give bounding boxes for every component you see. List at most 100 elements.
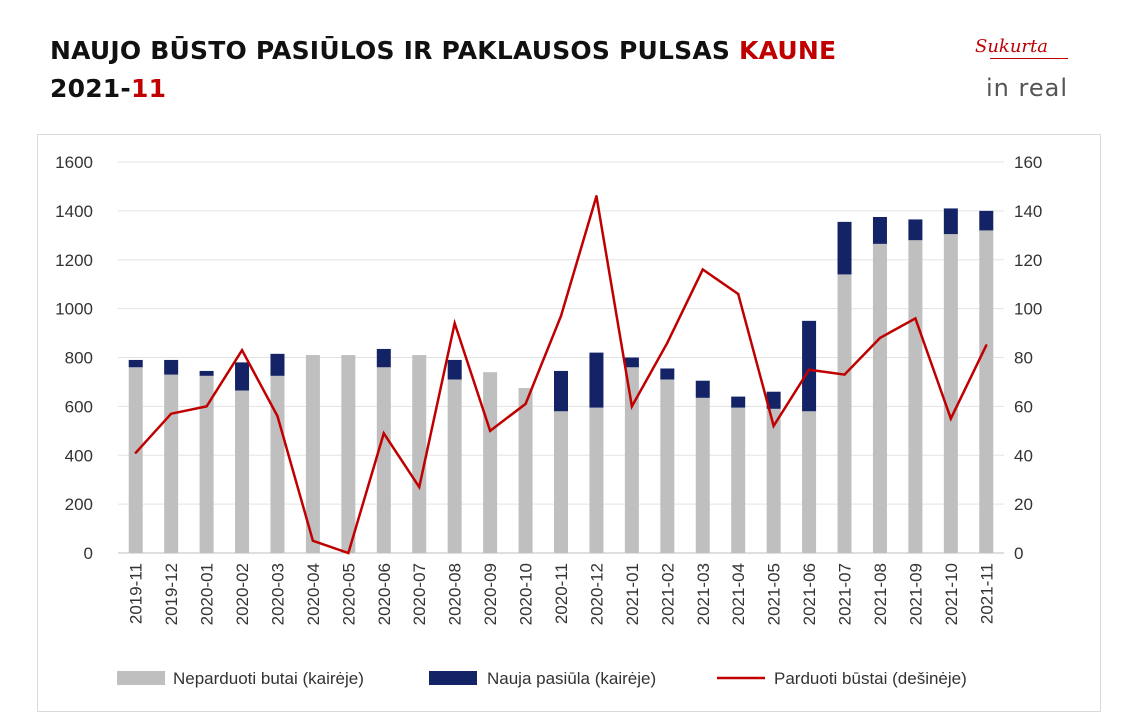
y-right-tick-140: 140 <box>1014 202 1042 221</box>
x-tick-2021-08: 2021-08 <box>871 563 890 625</box>
y-left-tick-200: 200 <box>65 495 93 514</box>
bar-unsold-2020-02 <box>235 390 250 553</box>
bar-new-supply-2021-08 <box>872 216 887 244</box>
logo-script: Sukurta <box>975 36 1048 57</box>
bar-new-supply-2019-12 <box>164 359 179 375</box>
point-sold-2021-01 <box>630 405 634 408</box>
y-right-tick-0: 0 <box>1014 544 1023 563</box>
logo-divider <box>990 58 1068 59</box>
x-tick-2021-09: 2021-09 <box>906 563 925 625</box>
bar-unsold-2021-04 <box>731 407 746 553</box>
bar-unsold-2020-12 <box>589 407 604 553</box>
bar-unsold-2019-12 <box>164 374 179 553</box>
point-sold-2021-03 <box>701 268 704 271</box>
bar-unsold-2020-08 <box>447 379 462 553</box>
y-right-tick-60: 60 <box>1014 397 1033 416</box>
point-sold-2021-06 <box>807 368 811 371</box>
point-sold-2020-08 <box>453 322 456 325</box>
chart-title: NAUJO BŪSTO PASIŪLOS IR PAKLAUSOS PULSAS… <box>50 32 836 70</box>
point-sold-2020-01 <box>205 405 208 408</box>
point-sold-2020-09 <box>488 429 492 433</box>
bar-unsold-2020-11 <box>554 411 568 553</box>
y-left-tick-400: 400 <box>65 446 93 465</box>
bar-new-supply-2021-06 <box>802 320 817 412</box>
bar-new-supply-2021-10 <box>943 208 958 235</box>
y-left-tick-1400: 1400 <box>55 202 93 221</box>
bar-new-supply-2020-11 <box>554 370 568 412</box>
y-right-tick-100: 100 <box>1014 300 1042 319</box>
x-tick-2021-04: 2021-04 <box>729 563 748 625</box>
x-tick-2020-05: 2020-05 <box>339 563 358 625</box>
period-year: 2021- <box>50 74 131 103</box>
legend-label-unsold: Neparduoti butai (kairėje) <box>173 669 364 688</box>
bar-new-supply-2021-07 <box>837 221 852 275</box>
x-tick-2021-06: 2021-06 <box>800 563 819 625</box>
bar-unsold-2019-11 <box>128 367 143 553</box>
bar-unsold-2021-07 <box>837 274 852 553</box>
logo-brand: in real <box>986 74 1068 102</box>
point-sold-2021-10 <box>949 417 953 420</box>
point-sold-2021-04 <box>737 292 740 296</box>
bar-unsold-2020-06 <box>376 367 391 553</box>
bar-new-supply-2021-03 <box>695 380 710 398</box>
x-tick-2020-01: 2020-01 <box>198 563 217 625</box>
point-sold-2021-02 <box>666 341 669 345</box>
x-tick-2021-02: 2021-02 <box>658 563 677 625</box>
bar-new-supply-2020-02 <box>235 362 250 391</box>
y-right-tick-160: 160 <box>1014 153 1042 172</box>
y-left-tick-1200: 1200 <box>55 251 93 270</box>
bar-unsold-2021-02 <box>660 379 675 553</box>
point-sold-2020-05 <box>347 551 350 555</box>
bar-unsold-2020-01 <box>199 375 214 553</box>
x-tick-2020-09: 2020-09 <box>481 563 500 625</box>
bar-new-supply-2021-04 <box>731 396 746 408</box>
point-sold-2020-10 <box>524 402 527 406</box>
y-right-tick-80: 80 <box>1014 349 1033 368</box>
chart-frame <box>37 134 1101 712</box>
y-left-tick-0: 0 <box>84 544 93 563</box>
bar-unsold-2020-09 <box>483 372 498 553</box>
bar-unsold-2020-10 <box>518 388 533 553</box>
point-sold-2020-06 <box>382 432 385 435</box>
point-sold-2020-04 <box>311 539 315 542</box>
x-tick-2020-04: 2020-04 <box>304 563 323 625</box>
y-left-tick-600: 600 <box>65 397 93 416</box>
x-tick-2021-01: 2021-01 <box>623 563 642 625</box>
bar-new-supply-2020-01 <box>199 370 214 376</box>
x-tick-2020-02: 2020-02 <box>233 563 252 625</box>
y-right-tick-40: 40 <box>1014 446 1033 465</box>
bar-new-supply-2021-02 <box>660 368 675 380</box>
x-tick-2020-03: 2020-03 <box>268 563 287 625</box>
y-left-tick-1000: 1000 <box>55 300 93 319</box>
period-month: 11 <box>130 74 167 103</box>
bar-unsold-2020-07 <box>412 355 427 553</box>
bar-new-supply-2021-05 <box>766 391 781 409</box>
x-tick-2020-11: 2020-11 <box>552 563 571 624</box>
point-sold-2021-11 <box>985 344 988 347</box>
bar-new-supply-2021-11 <box>979 210 994 231</box>
bar-new-supply-2020-03 <box>270 353 285 376</box>
bar-unsold-2020-03 <box>270 375 285 553</box>
bar-unsold-2020-04 <box>305 355 320 553</box>
point-sold-2019-11 <box>134 451 137 455</box>
point-sold-2020-12 <box>595 195 598 198</box>
y-right-tick-20: 20 <box>1014 495 1033 514</box>
bar-new-supply-2021-09 <box>908 219 923 241</box>
chart-period: 2021-11 <box>50 70 836 108</box>
y-right-tick-120: 120 <box>1014 251 1042 270</box>
bar-new-supply-2020-06 <box>376 348 391 368</box>
x-tick-2020-08: 2020-08 <box>446 563 465 625</box>
x-tick-2021-05: 2021-05 <box>765 563 784 625</box>
bar-unsold-2020-05 <box>341 355 356 553</box>
x-tick-2020-12: 2020-12 <box>587 563 606 625</box>
point-sold-2021-07 <box>843 373 846 376</box>
bar-new-supply-2020-08 <box>447 359 462 380</box>
bar-unsold-2021-03 <box>695 397 710 553</box>
point-sold-2020-11 <box>559 314 563 318</box>
bar-unsold-2021-08 <box>872 243 887 553</box>
x-tick-2019-11: 2019-11 <box>127 563 146 624</box>
x-tick-2021-07: 2021-07 <box>836 563 855 625</box>
legend-swatch-unsold <box>117 671 165 685</box>
x-tick-2021-10: 2021-10 <box>942 563 961 625</box>
